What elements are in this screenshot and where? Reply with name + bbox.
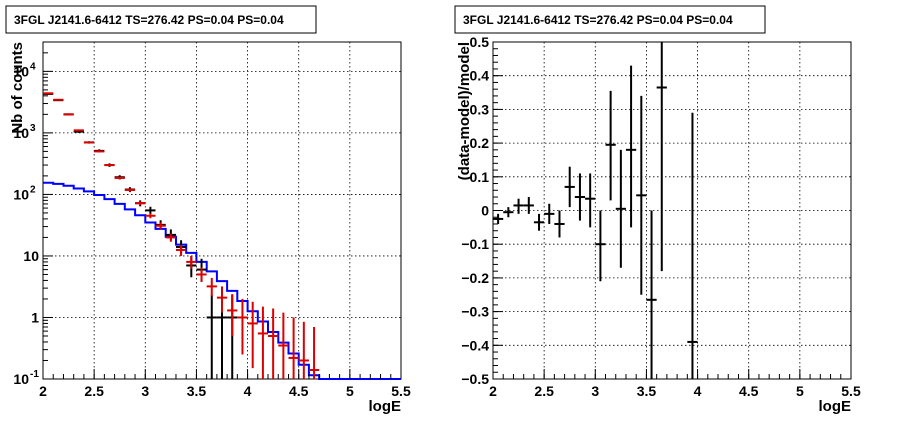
counts-title: 3FGL J2141.6-6412 TS=276.42 PS=0.04 PS=0… (14, 13, 284, 27)
residual-panel: 3FGL J2141.6-6412 TS=276.42 PS=0.04 PS=0… (454, 5, 861, 415)
x-tick-label: 5.5 (391, 383, 411, 399)
series-0 (493, 42, 698, 379)
y-tick-label: 10 (23, 248, 39, 264)
y-tick-label: 10 (13, 63, 29, 79)
y-tick-label: −0.5 (461, 371, 489, 387)
x-tick-label: 2.5 (84, 383, 104, 399)
y-tick-label: 0.3 (470, 101, 490, 117)
y-tick-label: 10 (13, 125, 29, 141)
y-tick-label: 1 (31, 309, 39, 325)
residual-title: 3FGL J2141.6-6412 TS=276.42 PS=0.04 PS=0… (463, 13, 733, 27)
residual-grid (493, 42, 851, 379)
residual-plot-frame (492, 41, 852, 380)
x-tick-label: 2 (39, 383, 47, 399)
residual-x-ticks: 2 2.5 3 3.5 4 4.5 5 5.5 (489, 369, 861, 399)
x-tick-label: 4.5 (289, 383, 309, 399)
y-tick-label: 0.1 (470, 169, 490, 185)
y-tick-label: 0.2 (470, 135, 490, 151)
x-tick-label: 2 (489, 383, 497, 399)
y-tick-label: −0.2 (461, 270, 489, 286)
x-tick-label: 2.5 (534, 383, 554, 399)
residual-y-label: (data-model)/model (456, 42, 473, 180)
y-tick-label: 10 (13, 186, 29, 202)
y-tick-label: −0.3 (461, 304, 489, 320)
residual-title-box (454, 5, 766, 34)
x-tick-label: 4.5 (739, 383, 759, 399)
y-tick-label: 10 (13, 371, 29, 387)
y-tick-label: 0.4 (470, 68, 490, 84)
y-tick-exponent: 2 (30, 184, 36, 195)
model-step-path (43, 181, 401, 380)
x-tick-label: 5.5 (841, 383, 861, 399)
x-tick-label: 5 (796, 383, 804, 399)
x-tick-label: 3.5 (187, 383, 207, 399)
residual-series (493, 42, 698, 379)
counts-title-box (5, 5, 317, 34)
model-step-line (43, 181, 401, 380)
counts-y-label: Nb of counts (9, 42, 26, 134)
y-tick-exponent: 3 (30, 123, 36, 134)
counts-panel: 3FGL J2141.6-6412 TS=276.42 PS=0.04 PS=0… (5, 5, 411, 415)
counts-x-ticks: 2 2.5 3 3.5 4 4.5 5 5.5 (39, 369, 411, 399)
y-tick-label: 0 (481, 203, 489, 219)
y-tick-exponent: 4 (30, 61, 36, 72)
counts-x-label: logE (369, 398, 402, 415)
y-tick-label: −0.4 (461, 337, 489, 353)
x-tick-label: 4 (244, 383, 252, 399)
residual-x-label: logE (819, 398, 852, 415)
x-tick-label: 4 (694, 383, 702, 399)
series-1 (43, 92, 320, 379)
x-tick-label: 3 (141, 383, 149, 399)
y-tick-exponent: -1 (30, 369, 39, 380)
x-tick-label: 3 (591, 383, 599, 399)
y-tick-label: 0.5 (470, 34, 490, 50)
y-tick-label: −0.1 (461, 236, 489, 252)
x-tick-label: 5 (346, 383, 354, 399)
counts-series (43, 92, 320, 379)
residual-y-ticks: 0.5 0.4 0.3 0.2 0.1 0 −0.1 −0.2 −0.3 −0.4 −0.5 (461, 34, 503, 387)
x-tick-label: 3.5 (637, 383, 657, 399)
